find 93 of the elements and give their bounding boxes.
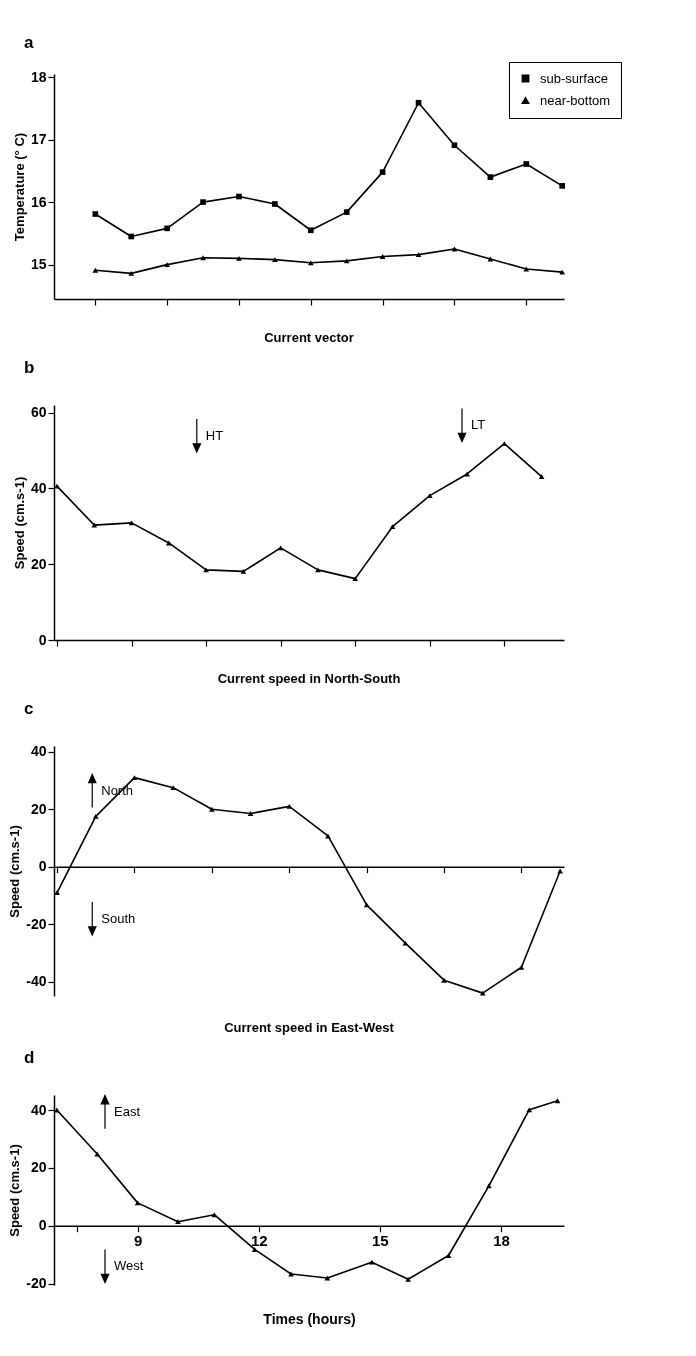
- point: [131, 775, 138, 781]
- point: [379, 254, 386, 259]
- annotation: South: [101, 910, 136, 926]
- point: [379, 169, 386, 175]
- chart-title: Current speed in North-South: [217, 671, 401, 686]
- annotation: HT: [205, 427, 224, 443]
- point: [415, 252, 422, 258]
- point: [247, 811, 254, 816]
- legend-label: near-bottom: [540, 92, 611, 108]
- point: [307, 260, 314, 266]
- chart-title: Current speed in East-West: [224, 1020, 395, 1035]
- y-axis-title: Speed (cm.s-1): [7, 1144, 23, 1237]
- point: [236, 193, 242, 200]
- point: [211, 1212, 218, 1218]
- y-axis-title: Speed (cm.s-1): [7, 825, 23, 918]
- x-tick-label: 9: [133, 1232, 143, 1250]
- y-axis-title: Temperature (° C): [11, 132, 27, 242]
- x-axis-title: Times (hours): [263, 1310, 356, 1327]
- point: [286, 803, 293, 809]
- point: [54, 483, 60, 489]
- y-axis-title: Speed (cm.s-1): [11, 476, 27, 570]
- point: [451, 142, 458, 149]
- point: [389, 524, 396, 530]
- point: [272, 201, 278, 207]
- point: [523, 161, 530, 167]
- point: [538, 474, 545, 480]
- point: [554, 1098, 561, 1104]
- y-tick-label: 0: [38, 858, 47, 875]
- text: c: [24, 699, 34, 718]
- point: [343, 209, 350, 215]
- point: [128, 520, 135, 526]
- point: [352, 576, 359, 582]
- point: [251, 1246, 258, 1252]
- point: [487, 174, 494, 180]
- x-tick-label: 18: [493, 1232, 510, 1250]
- legend-label: sub-surface: [540, 70, 608, 86]
- point: [164, 262, 170, 268]
- x-tick-label: 12: [250, 1232, 268, 1250]
- y-tick-label: 0: [38, 631, 47, 648]
- point: [164, 225, 170, 232]
- point: [200, 199, 206, 205]
- point: [526, 1107, 533, 1113]
- y-tick-label: 20: [30, 555, 47, 572]
- point: [486, 1183, 492, 1189]
- point: [170, 785, 177, 791]
- point: [175, 1219, 181, 1225]
- y-tick-label: -20: [26, 1275, 47, 1292]
- y-tick-label: -20: [26, 915, 47, 932]
- text: b: [24, 358, 35, 377]
- point: [92, 211, 99, 217]
- point: [128, 233, 135, 240]
- point: [518, 964, 525, 970]
- y-tick-label: 40: [30, 743, 47, 760]
- y-tick-label: 40: [30, 479, 47, 496]
- point: [559, 269, 566, 275]
- point: [441, 977, 447, 983]
- y-tick-label: 17: [30, 131, 47, 148]
- y-tick-label: 0: [38, 1217, 47, 1234]
- point: [92, 267, 99, 273]
- annotation: LT: [471, 416, 486, 432]
- text: a: [24, 33, 34, 52]
- point: [324, 1275, 331, 1281]
- point: [368, 1259, 375, 1265]
- point: [307, 227, 314, 234]
- y-tick-label: 15: [30, 256, 47, 273]
- point: [240, 568, 247, 574]
- point: [236, 255, 242, 261]
- text: d: [24, 1048, 35, 1067]
- y-tick-label: 40: [30, 1101, 47, 1118]
- point: [92, 813, 99, 819]
- y-tick-label: 16: [30, 193, 47, 210]
- y-tick-label: 18: [30, 68, 47, 85]
- point: [91, 522, 98, 528]
- point: [272, 257, 278, 263]
- point: [128, 270, 135, 276]
- point: [402, 940, 409, 946]
- y-tick-label: 20: [30, 800, 47, 817]
- point: [426, 493, 433, 499]
- point: [559, 183, 566, 189]
- point: [415, 99, 422, 106]
- y-tick-label: -40: [26, 973, 47, 990]
- annotation: East: [114, 1104, 141, 1120]
- y-tick-label: 20: [30, 1159, 47, 1176]
- point: [209, 806, 215, 812]
- point: [405, 1276, 411, 1282]
- point: [445, 1253, 452, 1258]
- chart-title: Current vector: [264, 330, 354, 345]
- x-tick-label: 15: [372, 1232, 389, 1250]
- y-tick-label: 60: [30, 404, 47, 421]
- point: [479, 990, 486, 996]
- point: [501, 441, 508, 447]
- point: [54, 890, 60, 895]
- annotation: West: [114, 1258, 144, 1273]
